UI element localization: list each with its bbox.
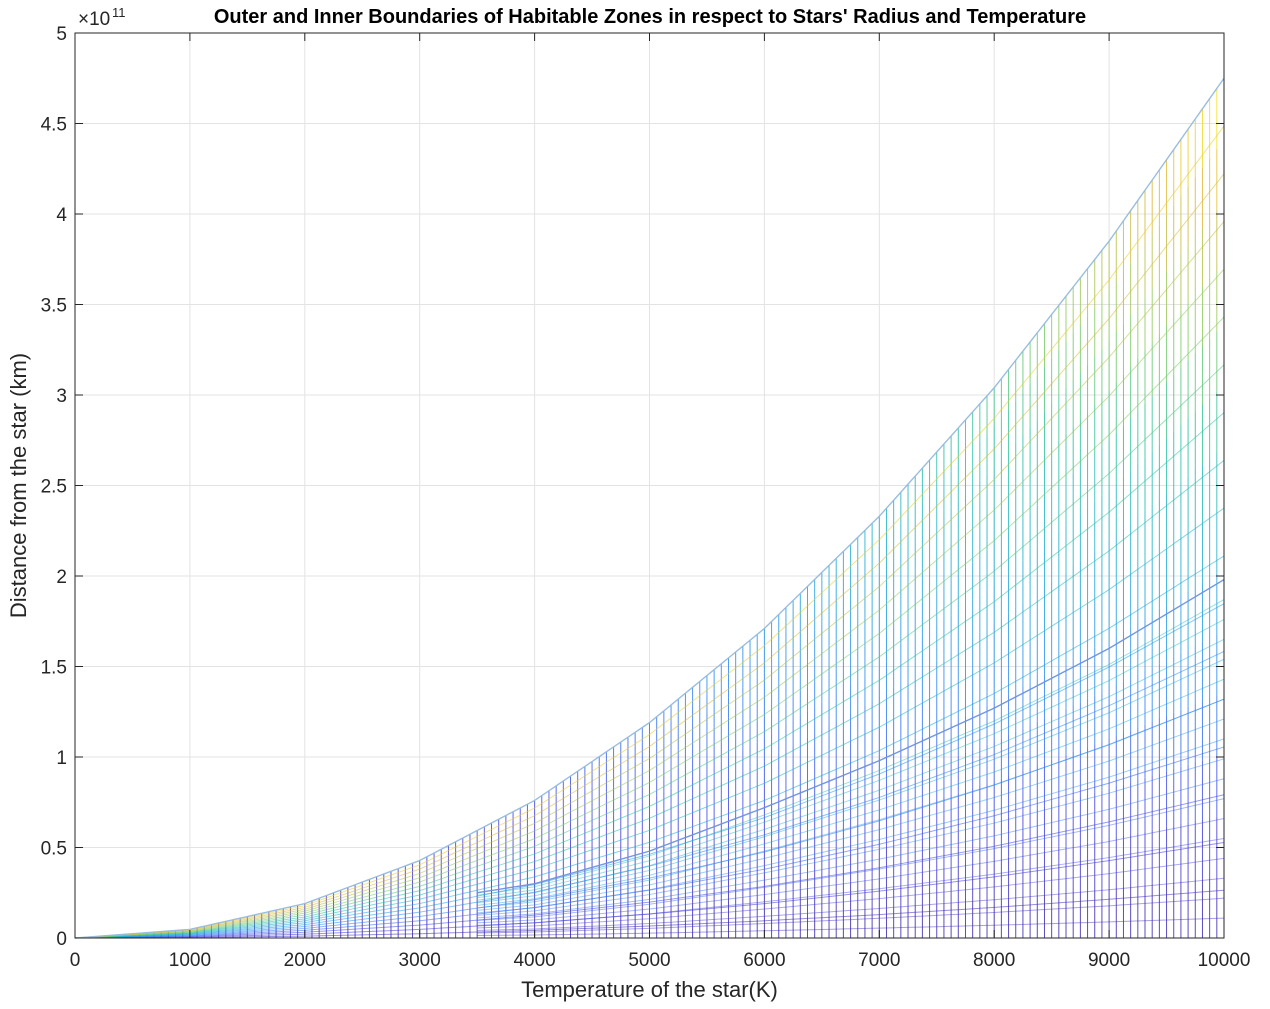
outer-boundary-curve xyxy=(74,746,1225,939)
inner-boundary-curve xyxy=(477,638,1225,901)
x-tick-label: 10000 xyxy=(1198,950,1251,971)
outer-boundary-curve xyxy=(74,268,1225,939)
inner-boundary-curve xyxy=(477,738,1225,914)
y-tick-label: 2.5 xyxy=(41,477,67,498)
y-tick-label: 0.5 xyxy=(41,839,67,860)
x-tick-label: 1000 xyxy=(169,950,211,971)
outer-boundary-curve xyxy=(74,555,1225,939)
inner-boundary-curve xyxy=(477,758,1225,916)
series-lines xyxy=(74,77,1225,939)
inner-boundary-curve xyxy=(477,658,1225,904)
x-axis-label: Temperature of the star(K) xyxy=(521,977,778,1002)
inner-boundary-curve xyxy=(477,678,1225,906)
ticks xyxy=(74,32,1225,939)
inner-boundary-curve xyxy=(477,698,1225,909)
x-tick-label: 4000 xyxy=(513,950,555,971)
y-tick-label: 4 xyxy=(56,205,67,226)
outer-boundary-curve xyxy=(74,698,1225,939)
inner-boundary-curve xyxy=(477,818,1225,924)
x-tick-label: 9000 xyxy=(1088,950,1130,971)
outer-boundary-curve xyxy=(74,221,1225,939)
y-tick-label: 4.5 xyxy=(41,115,67,136)
x-tick-label: 7000 xyxy=(858,950,900,971)
outer-boundary-curve xyxy=(74,650,1225,939)
tick-labels: 0 1000 2000 3000 4000 5000 6000 7000 8000 9000 100… xyxy=(41,24,1251,971)
outer-boundary-curve xyxy=(74,459,1225,939)
series-line-outer xyxy=(74,77,1225,939)
outer-boundary-curve xyxy=(74,173,1225,939)
outer-boundary-curve xyxy=(74,889,1225,939)
outer-boundary-curve xyxy=(74,316,1225,939)
y-exponent-base: ×10 xyxy=(78,9,110,30)
x-tick-label: 8000 xyxy=(973,950,1015,971)
y-tick-label: 1.5 xyxy=(41,658,67,679)
inner-boundary-curve xyxy=(477,599,1225,896)
inner-boundary-curve xyxy=(477,778,1225,919)
x-tick-label: 3000 xyxy=(399,950,441,971)
x-tick-label: 5000 xyxy=(628,950,670,971)
y-tick-label: 1 xyxy=(56,748,67,769)
outer-boundary-curve xyxy=(74,364,1225,939)
outer-boundary-curve xyxy=(74,841,1225,939)
y-tick-label: 3 xyxy=(56,386,67,407)
y-tick-label: 5 xyxy=(56,24,67,45)
outer-boundary-curve xyxy=(74,412,1225,939)
outer-boundary-curve xyxy=(74,603,1225,939)
y-tick-label: 2 xyxy=(56,567,67,588)
y-exponent-power: 11 xyxy=(112,5,126,20)
x-tick-label: 0 xyxy=(70,950,81,971)
inner-boundary-curve xyxy=(477,917,1225,936)
inner-boundary-curve xyxy=(477,798,1225,921)
inner-boundary-curve xyxy=(477,718,1225,911)
y-tick-label: 3.5 xyxy=(41,296,67,317)
inner-boundary-curve xyxy=(477,618,1225,899)
outer-boundary-curve xyxy=(74,794,1225,939)
y-tick-label: 0 xyxy=(56,929,67,950)
y-axis-label: Distance from the star (km) xyxy=(6,353,31,618)
x-tick-label: 6000 xyxy=(743,950,785,971)
inner-boundary-curve xyxy=(477,877,1225,931)
series-line-inner xyxy=(477,579,1225,894)
outer-boundary-curve xyxy=(74,507,1225,939)
boundary-curves xyxy=(74,77,1225,939)
inner-boundary-curve xyxy=(477,837,1225,926)
chart-title: Outer and Inner Boundaries of Habitable … xyxy=(214,6,1086,28)
x-tick-label: 2000 xyxy=(284,950,326,971)
inner-boundary-curve xyxy=(477,897,1225,934)
inner-boundary-curve xyxy=(477,857,1225,929)
outer-boundary-curve xyxy=(74,125,1225,939)
